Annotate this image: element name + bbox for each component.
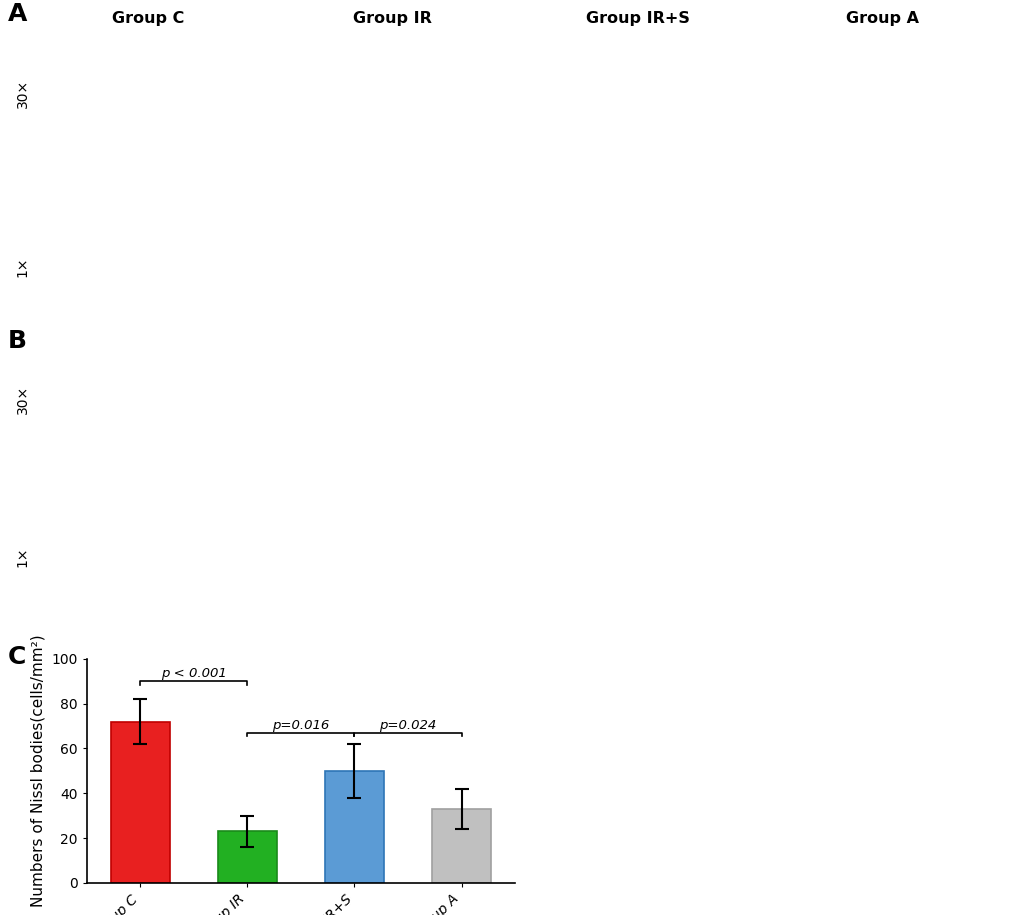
Bar [325, 770, 383, 883]
Text: A: A [8, 2, 28, 26]
Text: C: C [8, 645, 26, 669]
Bar [218, 832, 276, 883]
Text: p=0.016: p=0.016 [272, 718, 329, 732]
Text: Group C: Group C [112, 11, 183, 26]
Text: p=0.024: p=0.024 [379, 718, 436, 732]
Y-axis label: Numbers of Nissl bodies(cells/mm²): Numbers of Nissl bodies(cells/mm²) [31, 635, 46, 907]
Text: 1×: 1× [15, 257, 30, 277]
Text: B: B [8, 329, 28, 353]
Text: Group A: Group A [845, 11, 918, 26]
Text: 1×: 1× [15, 547, 30, 567]
Bar [111, 722, 169, 883]
Text: 30×: 30× [15, 79, 30, 108]
Text: Group IR: Group IR [353, 11, 432, 26]
Text: Group IR+S: Group IR+S [585, 11, 689, 26]
Text: 30×: 30× [15, 385, 30, 414]
Text: p < 0.001: p < 0.001 [161, 667, 226, 680]
Bar [432, 809, 490, 883]
